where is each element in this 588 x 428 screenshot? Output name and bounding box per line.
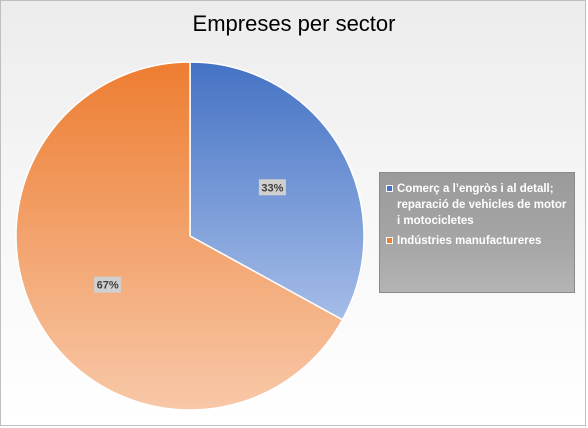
pie-slice-manufacturing	[15, 61, 344, 411]
legend-item-commerce: Comerç a l’engròs i al detall; reparació…	[386, 181, 568, 229]
data-label-bg-commerce	[258, 179, 286, 196]
legend-item-manufacturing: Indústries manufactureres	[386, 233, 568, 249]
data-label-bg-manufacturing	[94, 276, 122, 293]
legend-swatch-commerce	[386, 185, 393, 192]
legend-label-manufacturing: Indústries manufactureres	[397, 235, 542, 247]
data-label-manufacturing: 67%	[97, 280, 119, 292]
chart-title: Empreses per sector	[192, 11, 396, 36]
legend-label-commerce: Comerç a l’engròs i al detall; reparació…	[397, 183, 567, 227]
legend-swatch-manufacturing	[386, 237, 393, 244]
chart-legend: Comerç a l’engròs i al detall; reparació…	[379, 172, 575, 293]
data-label-commerce: 33%	[261, 182, 283, 194]
